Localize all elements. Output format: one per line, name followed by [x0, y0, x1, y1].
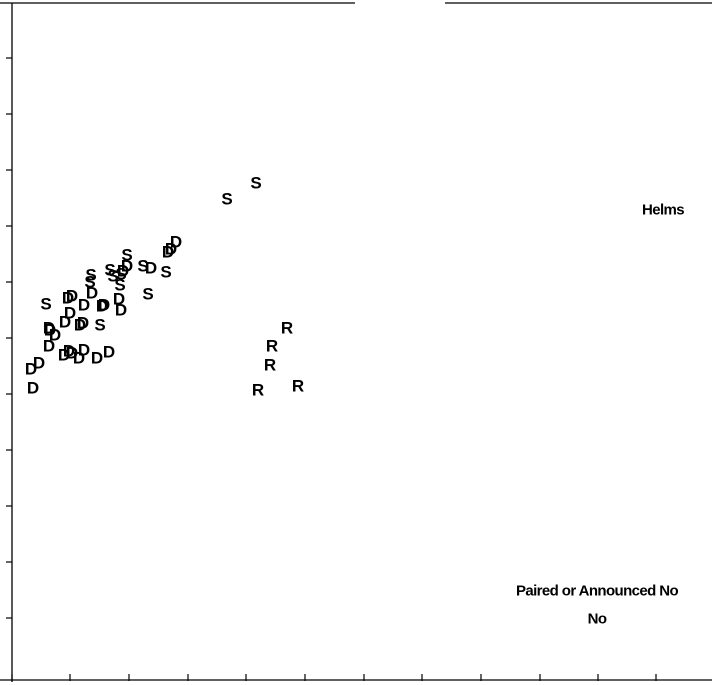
data-point-d: D — [103, 343, 115, 362]
data-point-d: D — [63, 342, 75, 361]
data-point-d: D — [78, 341, 90, 360]
data-point-d: D — [62, 289, 74, 308]
data-point-d: D — [86, 284, 98, 303]
data-point-s: S — [121, 246, 132, 265]
data-point-s: S — [250, 174, 261, 193]
data-point-d: D — [66, 287, 78, 306]
data-point-d: D — [64, 304, 76, 323]
data-point-d: D — [91, 349, 103, 368]
data-point-s: S — [114, 276, 125, 295]
data-point-d: D — [43, 319, 55, 338]
axis-ticks — [6, 57, 657, 681]
data-point-r: R — [264, 356, 276, 375]
data-point-d: D — [33, 354, 45, 373]
data-point-d: D — [59, 313, 71, 332]
data-point-d: D — [73, 349, 85, 368]
data-point-d: D — [170, 233, 182, 252]
annotation-label: Helms — [642, 202, 684, 219]
data-point-r: R — [281, 319, 293, 338]
data-point-s: S — [160, 263, 171, 282]
data-point-s: S — [221, 190, 232, 209]
annotation-label: Paired or Announced No — [516, 583, 679, 600]
data-point-s: S — [107, 267, 118, 286]
data-point-d: D — [25, 360, 37, 379]
data-point-d: D — [98, 296, 110, 315]
data-point-d: D — [78, 296, 90, 315]
data-point-d: D — [145, 259, 157, 278]
data-point-r: R — [292, 377, 304, 396]
data-point-s: S — [94, 316, 105, 335]
data-point-d: D — [117, 262, 129, 281]
data-point-d: D — [43, 337, 55, 356]
data-point-d: D — [74, 316, 86, 335]
data-point-r: R — [252, 381, 264, 400]
data-point-d: D — [49, 326, 61, 345]
data-point-d: D — [115, 301, 127, 320]
data-point-d: D — [121, 257, 133, 276]
data-point-d: D — [66, 344, 78, 363]
data-point-d: D — [58, 346, 70, 365]
data-point-d: D — [162, 243, 174, 262]
data-point-d: D — [44, 321, 56, 340]
annotations: Helms Paired or Announced No No — [516, 202, 685, 628]
data-point-d: D — [27, 379, 39, 398]
data-point-s: S — [142, 285, 153, 304]
data-point-d: D — [77, 314, 89, 333]
data-point-s: S — [40, 295, 51, 314]
data-point-r: R — [266, 337, 278, 356]
data-point-d: D — [96, 297, 108, 316]
data-point-s: S — [104, 261, 115, 280]
annotation-label: No — [588, 611, 607, 628]
data-point-s: S — [115, 265, 126, 284]
data-point-d: D — [113, 290, 125, 309]
data-point-s: S — [137, 257, 148, 276]
data-point-d: D — [165, 240, 177, 259]
data-point-s: S — [85, 266, 96, 285]
data-point-s: S — [84, 273, 95, 292]
